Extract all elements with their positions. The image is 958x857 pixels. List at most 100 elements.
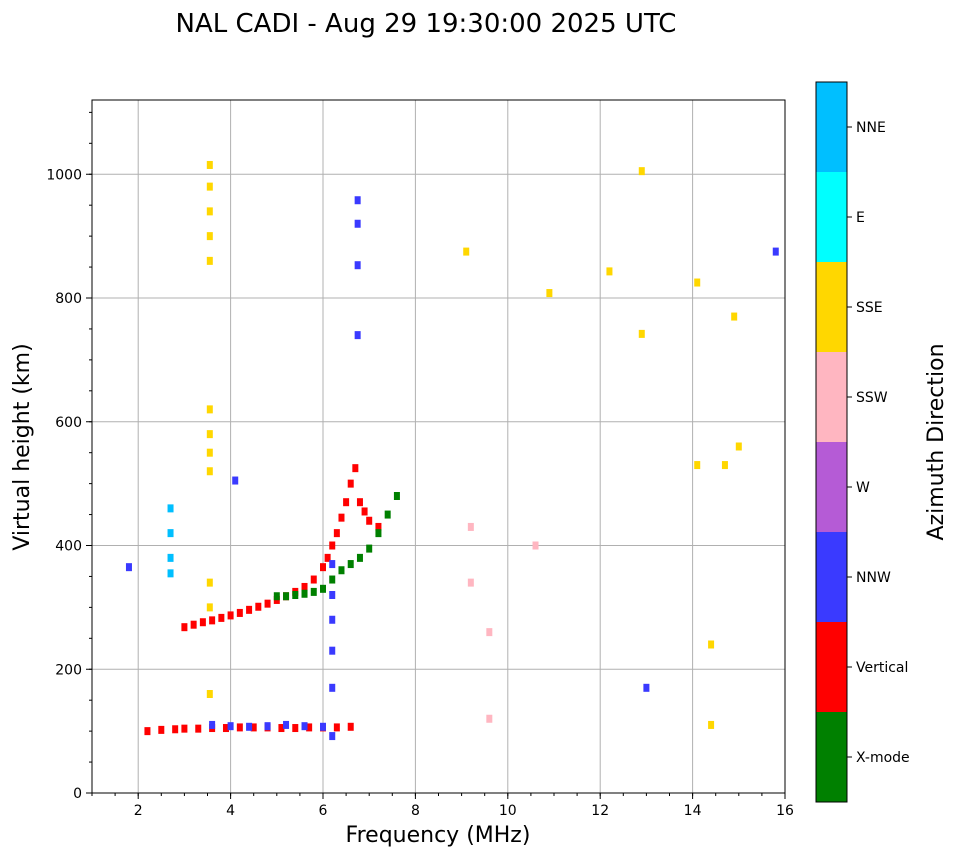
- data-point: [638, 167, 645, 176]
- data-point: [206, 603, 213, 612]
- data-point: [181, 724, 188, 733]
- data-point: [329, 615, 336, 624]
- data-point: [190, 620, 197, 629]
- data-point: [338, 566, 345, 575]
- data-point: [181, 623, 188, 632]
- colorbar-tick-label: SSE: [856, 300, 883, 316]
- data-point: [338, 513, 345, 522]
- data-point: [255, 602, 262, 611]
- data-points: [125, 160, 779, 741]
- colorbar-tick-label: X-mode: [856, 750, 910, 766]
- gridlines: [92, 100, 786, 794]
- data-point: [310, 587, 317, 596]
- data-point: [167, 529, 174, 538]
- data-point: [735, 442, 742, 451]
- data-point: [206, 690, 213, 698]
- data-point: [329, 541, 336, 550]
- data-point: [329, 560, 336, 569]
- x-tick-label: 16: [776, 803, 794, 819]
- colorbar-tick-label: E: [856, 210, 865, 226]
- data-point: [206, 256, 213, 265]
- colorbar-segment: [816, 82, 847, 172]
- data-point: [354, 219, 361, 228]
- data-point: [283, 592, 290, 601]
- colorbar-label: Azimuth Direction: [924, 343, 949, 540]
- data-point: [384, 510, 391, 519]
- data-point: [320, 563, 326, 572]
- colorbar-segment: [816, 532, 847, 622]
- data-point: [206, 160, 213, 169]
- data-point: [310, 575, 317, 584]
- data-point: [606, 267, 613, 276]
- data-point: [343, 498, 350, 507]
- data-point: [209, 616, 216, 625]
- data-point: [167, 569, 174, 578]
- data-point: [356, 553, 363, 562]
- colorbar-segment: [816, 352, 847, 442]
- y-tick-label: 0: [73, 786, 82, 802]
- x-axis-label: Frequency (MHz): [346, 823, 531, 848]
- chart-title: NAL CADI - Aug 29 19:30:00 2025 UTC: [176, 9, 677, 39]
- data-point: [694, 461, 701, 470]
- data-point: [354, 261, 361, 270]
- data-point: [283, 720, 290, 729]
- x-tick-label: 10: [499, 803, 517, 819]
- data-point: [250, 723, 257, 732]
- colorbar-tick-label: W: [856, 480, 870, 496]
- data-point: [354, 196, 361, 205]
- data-point: [352, 464, 359, 473]
- data-point: [638, 329, 645, 338]
- data-point: [227, 722, 234, 731]
- data-point: [236, 723, 243, 732]
- data-point: [206, 405, 213, 414]
- colorbar-segment: [816, 712, 847, 802]
- data-point: [532, 541, 539, 550]
- data-point: [292, 724, 299, 733]
- data-point: [236, 608, 243, 617]
- data-point: [273, 592, 280, 601]
- data-point: [222, 724, 229, 733]
- colorbar-segment: [816, 172, 847, 262]
- data-point: [206, 430, 213, 439]
- colorbar-tick-label: SSW: [856, 390, 888, 406]
- data-point: [329, 591, 336, 599]
- colorbar-segment: [816, 442, 847, 532]
- data-point: [324, 553, 331, 562]
- data-point: [329, 646, 336, 655]
- data-point: [694, 278, 701, 287]
- data-point: [708, 720, 715, 729]
- data-point: [206, 182, 213, 191]
- data-point: [393, 492, 400, 500]
- data-point: [354, 331, 361, 340]
- data-point: [125, 563, 132, 572]
- x-tick-label: 6: [319, 803, 328, 819]
- plot-area: [92, 100, 785, 793]
- data-point: [347, 722, 354, 731]
- data-point: [361, 507, 368, 516]
- data-point: [172, 725, 179, 734]
- colorbar-tick-label: Vertical: [856, 660, 908, 676]
- data-point: [206, 448, 213, 457]
- data-point: [167, 504, 174, 513]
- data-point: [643, 683, 650, 692]
- data-point: [329, 683, 336, 692]
- data-point: [366, 516, 373, 525]
- data-point: [206, 207, 213, 216]
- data-point: [199, 618, 206, 627]
- data-point: [320, 722, 326, 731]
- azimuth-colorbar: X-mode Vertical NNW W SSW SSE E NNE: [815, 81, 910, 803]
- data-point: [486, 628, 493, 637]
- data-point: [301, 582, 308, 591]
- data-point: [347, 479, 354, 488]
- data-point: [772, 247, 779, 256]
- x-tick-label: 12: [591, 803, 609, 819]
- y-tick-label: 800: [55, 291, 82, 307]
- data-point: [218, 613, 225, 622]
- data-point: [306, 723, 313, 732]
- data-point: [375, 522, 382, 531]
- data-point: [320, 584, 326, 593]
- data-point: [167, 553, 174, 562]
- data-point: [329, 732, 336, 741]
- colorbar-segment: [816, 622, 847, 712]
